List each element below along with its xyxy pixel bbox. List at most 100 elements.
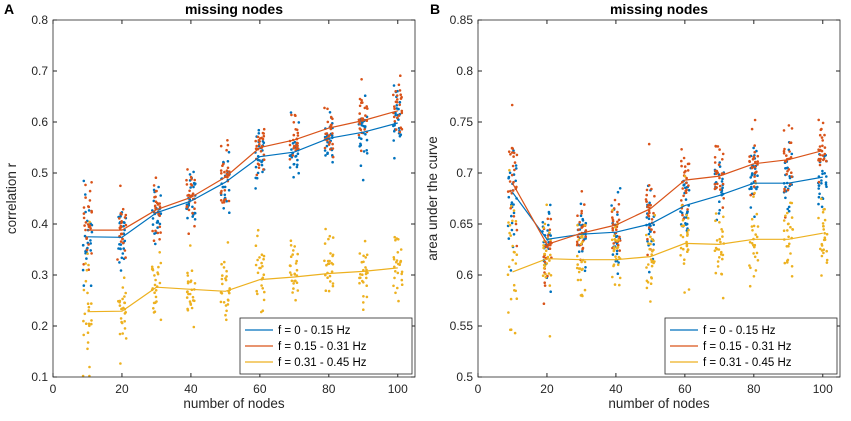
data-point (393, 120, 397, 123)
data-point (191, 215, 194, 218)
data-point (257, 128, 261, 132)
data-point (255, 173, 259, 177)
data-point (323, 146, 327, 150)
data-point (329, 252, 332, 255)
data-point (325, 144, 329, 148)
data-point (122, 276, 126, 280)
data-point (818, 163, 822, 167)
data-point (650, 228, 653, 231)
data-point (331, 254, 334, 258)
data-point (87, 263, 90, 267)
data-point (581, 247, 584, 251)
data-point (88, 220, 91, 224)
data-point (612, 207, 616, 210)
data-point (754, 171, 757, 174)
plot-area (478, 20, 840, 377)
data-point (394, 90, 398, 93)
data-point (361, 273, 364, 277)
data-point (819, 247, 822, 251)
data-point (331, 132, 334, 135)
data-point (679, 234, 683, 237)
data-point (611, 228, 615, 232)
data-point (785, 172, 788, 176)
data-point (360, 137, 363, 141)
y-tick-label: 0.85 (450, 13, 474, 27)
data-point (787, 124, 791, 127)
data-point (262, 153, 266, 157)
data-point (154, 295, 158, 299)
data-point (748, 264, 751, 267)
data-point (262, 254, 266, 258)
data-point (721, 177, 724, 181)
data-point (749, 266, 752, 270)
data-point (400, 278, 404, 282)
data-point (262, 298, 266, 302)
data-point (721, 230, 724, 233)
data-point (616, 210, 619, 214)
data-point (790, 152, 794, 156)
data-point (715, 186, 718, 189)
data-point (618, 283, 621, 287)
data-point (616, 220, 619, 224)
data-point (652, 211, 655, 215)
data-point (720, 191, 723, 194)
data-point (394, 128, 398, 131)
data-point (790, 171, 793, 174)
data-point (122, 247, 125, 250)
data-point (680, 199, 683, 202)
data-point (157, 185, 160, 189)
data-point (820, 242, 824, 246)
data-point (399, 74, 402, 77)
data-point (713, 187, 717, 191)
data-point (576, 214, 579, 217)
data-point (687, 288, 691, 291)
data-point (645, 193, 648, 197)
data-point (219, 300, 223, 304)
data-point (825, 159, 828, 163)
data-point (288, 271, 292, 274)
data-point (154, 200, 158, 203)
data-point (782, 129, 786, 132)
data-point (575, 240, 579, 244)
data-point (721, 152, 725, 156)
data-point (393, 105, 396, 108)
data-point (294, 155, 297, 158)
data-point (650, 264, 654, 268)
legend: f = 0 - 0.15 Hz f = 0.15 - 0.31 Hz f = 0.3… (239, 317, 413, 375)
data-point (151, 223, 155, 226)
data-point (327, 262, 331, 266)
data-point (749, 193, 752, 197)
data-point (683, 258, 686, 262)
data-point (754, 269, 758, 272)
data-point (542, 266, 546, 270)
data-point (123, 221, 126, 224)
data-point (154, 176, 158, 179)
data-point (684, 222, 687, 225)
data-point (685, 213, 688, 217)
data-point (580, 212, 583, 215)
x-tick-label: 80 (747, 382, 761, 396)
data-point (547, 212, 551, 215)
data-point (515, 153, 519, 157)
data-point (291, 142, 295, 145)
data-point (513, 331, 517, 335)
data-point (89, 239, 92, 242)
data-point (720, 228, 723, 231)
data-point (818, 145, 822, 148)
data-point (681, 235, 685, 239)
data-point (714, 212, 718, 215)
data-point (226, 303, 230, 306)
data-point (395, 107, 399, 110)
data-point (749, 176, 752, 179)
data-point (222, 207, 225, 210)
data-point (159, 231, 162, 234)
data-point (323, 106, 326, 110)
data-point (393, 107, 396, 111)
data-point (123, 249, 127, 252)
data-point (822, 228, 825, 231)
data-point (225, 275, 228, 278)
data-point (292, 287, 295, 290)
data-point (714, 144, 717, 148)
data-point (611, 253, 615, 256)
y-tick-label: 0.6 (31, 115, 48, 129)
